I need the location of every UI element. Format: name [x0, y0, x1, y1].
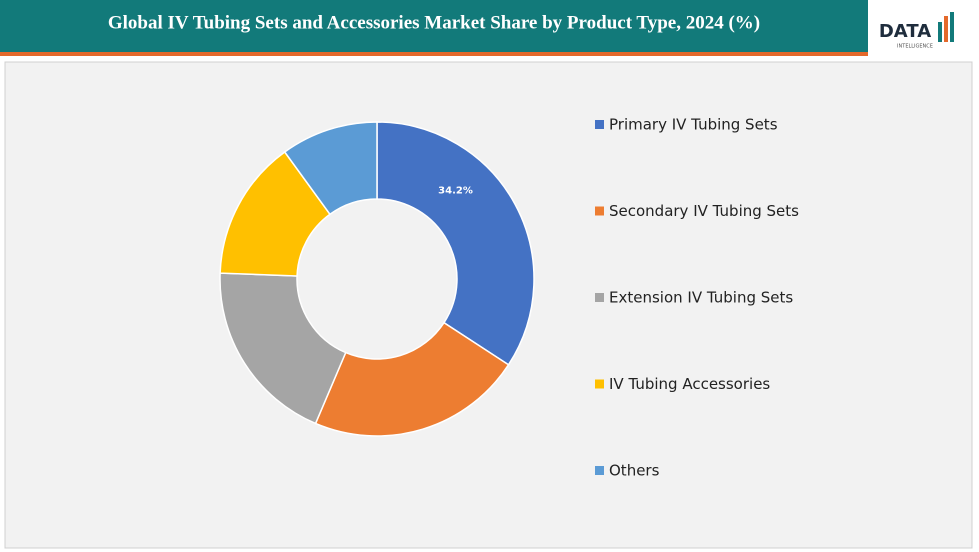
donut-slice	[314, 321, 510, 437]
logo-box	[868, 0, 979, 58]
header-bar	[0, 0, 868, 52]
legend-swatch	[595, 379, 604, 389]
legend-swatch	[595, 466, 604, 475]
donut-slice	[283, 121, 378, 216]
plot-area	[4, 61, 973, 549]
legend-swatch	[595, 293, 604, 302]
donut-slice	[376, 121, 535, 366]
donut-slice	[219, 272, 347, 425]
logo-tagline: INTELLIGENCE	[897, 44, 933, 50]
legend-label: IV Tubing Accessories	[609, 375, 770, 393]
legend-label: Primary IV Tubing Sets	[609, 116, 778, 134]
legend-swatch	[595, 206, 604, 216]
legend-swatch	[595, 120, 604, 129]
legend-label: Extension IV Tubing Sets	[609, 289, 793, 307]
chart-title: Global IV Tubing Sets and Accessories Ma…	[108, 12, 760, 33]
logo-bar	[938, 22, 942, 42]
header-underline	[0, 52, 868, 56]
data-label: 34.2%	[438, 185, 473, 196]
legend-label: Secondary IV Tubing Sets	[609, 202, 799, 220]
logo-name: DATA	[879, 21, 931, 42]
logo-bar	[950, 12, 954, 42]
legend-label: Others	[609, 462, 660, 480]
logo-bar	[944, 16, 948, 42]
